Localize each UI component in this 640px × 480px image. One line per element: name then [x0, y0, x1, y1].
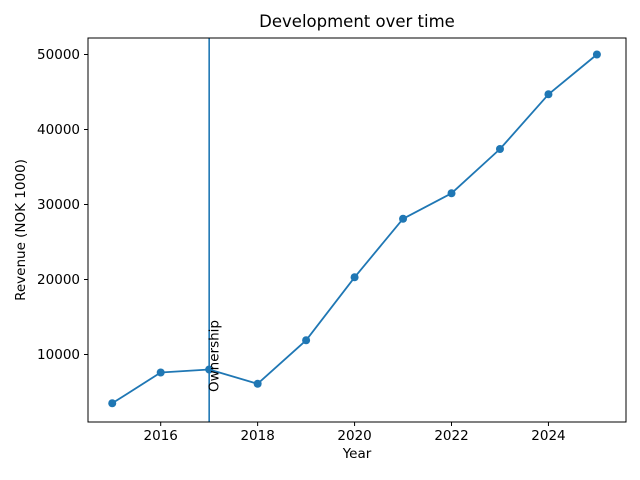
data-point-2016	[156, 368, 165, 377]
data-point-2020	[350, 273, 359, 282]
ownership-annotation: Ownership	[207, 320, 223, 392]
y-tick-label: 40000	[37, 122, 80, 138]
y-tick-label: 20000	[37, 272, 80, 288]
y-tick-label: 50000	[37, 47, 80, 63]
plot-area: 2016 2018 2020 2022 2024 10000 20000 30000 40000…	[37, 37, 627, 444]
data-point-2022	[447, 189, 456, 198]
data-point-2015	[108, 399, 117, 408]
data-point-2021	[399, 214, 408, 223]
x-tick-label: 2016	[144, 428, 178, 444]
data-point-2017	[205, 365, 214, 374]
data-point-2019	[302, 336, 311, 345]
data-point-2023	[495, 145, 504, 153]
revenue-line	[111, 53, 598, 405]
y-tick-label: 30000	[37, 197, 80, 213]
chart-title: Development over time	[259, 12, 455, 31]
data-point-2025	[592, 50, 601, 59]
x-tick-label: 2018	[240, 428, 274, 444]
data-point-2018	[253, 379, 262, 388]
y-tick-label: 10000	[37, 347, 80, 363]
x-tick-label: 2020	[337, 428, 371, 444]
x-axis-label: Year	[342, 446, 372, 462]
x-tick-label: 2022	[434, 428, 468, 444]
plot-border	[87, 37, 627, 423]
y-axis-label: Revenue (NOK 1000)	[13, 159, 29, 301]
x-tick-label: 2024	[531, 428, 565, 444]
data-point-2024	[544, 90, 553, 99]
